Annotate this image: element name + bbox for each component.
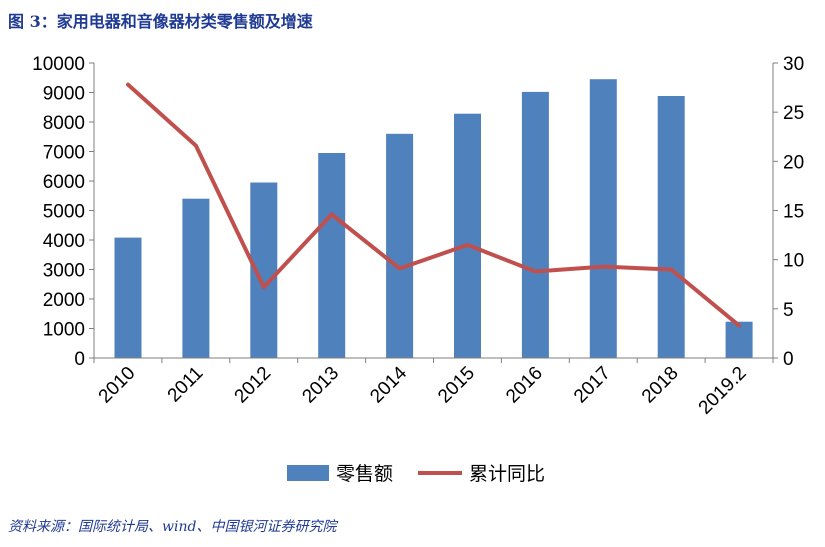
- bar-2015: [454, 113, 481, 358]
- y-tick-label: 8000: [43, 113, 85, 134]
- x-tick-label: 2011: [164, 363, 208, 407]
- bar-2017: [589, 79, 617, 358]
- x-tick-label: 2013: [298, 363, 343, 408]
- y2-tick-label: 30: [783, 54, 804, 75]
- legend-swatch-bar: [287, 465, 329, 481]
- y2-tick-label: 5: [783, 300, 794, 321]
- y-tick-label: 4000: [43, 231, 85, 252]
- y2-tick-label: 0: [783, 349, 794, 370]
- bar-2010: [114, 237, 142, 358]
- y2-tick-label: 20: [783, 152, 804, 173]
- y-tick-label: 0: [74, 349, 85, 370]
- bar-2011: [182, 198, 210, 358]
- y-tick-label: 1000: [43, 320, 85, 341]
- axes-layer: [89, 62, 778, 363]
- y-tick-label: 3000: [43, 261, 85, 282]
- x-tick-label: 2016: [502, 363, 547, 408]
- legend: 零售额 累计同比: [287, 463, 545, 485]
- series-line-累计同比: [126, 82, 742, 328]
- x-tick-label: 2015: [434, 363, 479, 408]
- figure-title: 图 3：家用电器和音像器材类零售额及增速: [8, 12, 313, 31]
- y2-tick-label: 25: [783, 103, 804, 124]
- bars-layer: [114, 79, 753, 359]
- figure-source: 资料来源：国际统计局、wind、中国银河证券研究院: [8, 519, 337, 535]
- x-tick-label: 2019.2: [695, 363, 751, 419]
- bar-2019.2: [725, 321, 753, 358]
- x-tick-label: 2017: [570, 363, 615, 408]
- y-tick-label: 10000: [32, 54, 85, 75]
- x-tick-label: 2018: [638, 363, 683, 408]
- x-tick-label: 2012: [231, 363, 276, 408]
- ticks-layer: 0100020003000400050006000700080009000100…: [32, 54, 804, 419]
- line-layer: [126, 82, 742, 328]
- x-tick-label: 2010: [95, 363, 140, 408]
- y-tick-label: 2000: [43, 290, 85, 311]
- bar-2013: [318, 153, 346, 358]
- y-tick-label: 7000: [43, 143, 85, 164]
- bar-2018: [657, 96, 685, 358]
- y-tick-label: 5000: [43, 202, 85, 223]
- bar-2016: [521, 91, 549, 359]
- legend-label-line: 累计同比: [469, 463, 545, 485]
- y-tick-label: 6000: [43, 172, 85, 193]
- y2-tick-label: 15: [783, 202, 804, 223]
- legend-label-bar: 零售额: [336, 463, 393, 485]
- bar-2014: [386, 133, 414, 358]
- y-tick-label: 9000: [43, 84, 85, 105]
- x-tick-label: 2014: [366, 362, 411, 407]
- y2-tick-label: 10: [783, 251, 804, 272]
